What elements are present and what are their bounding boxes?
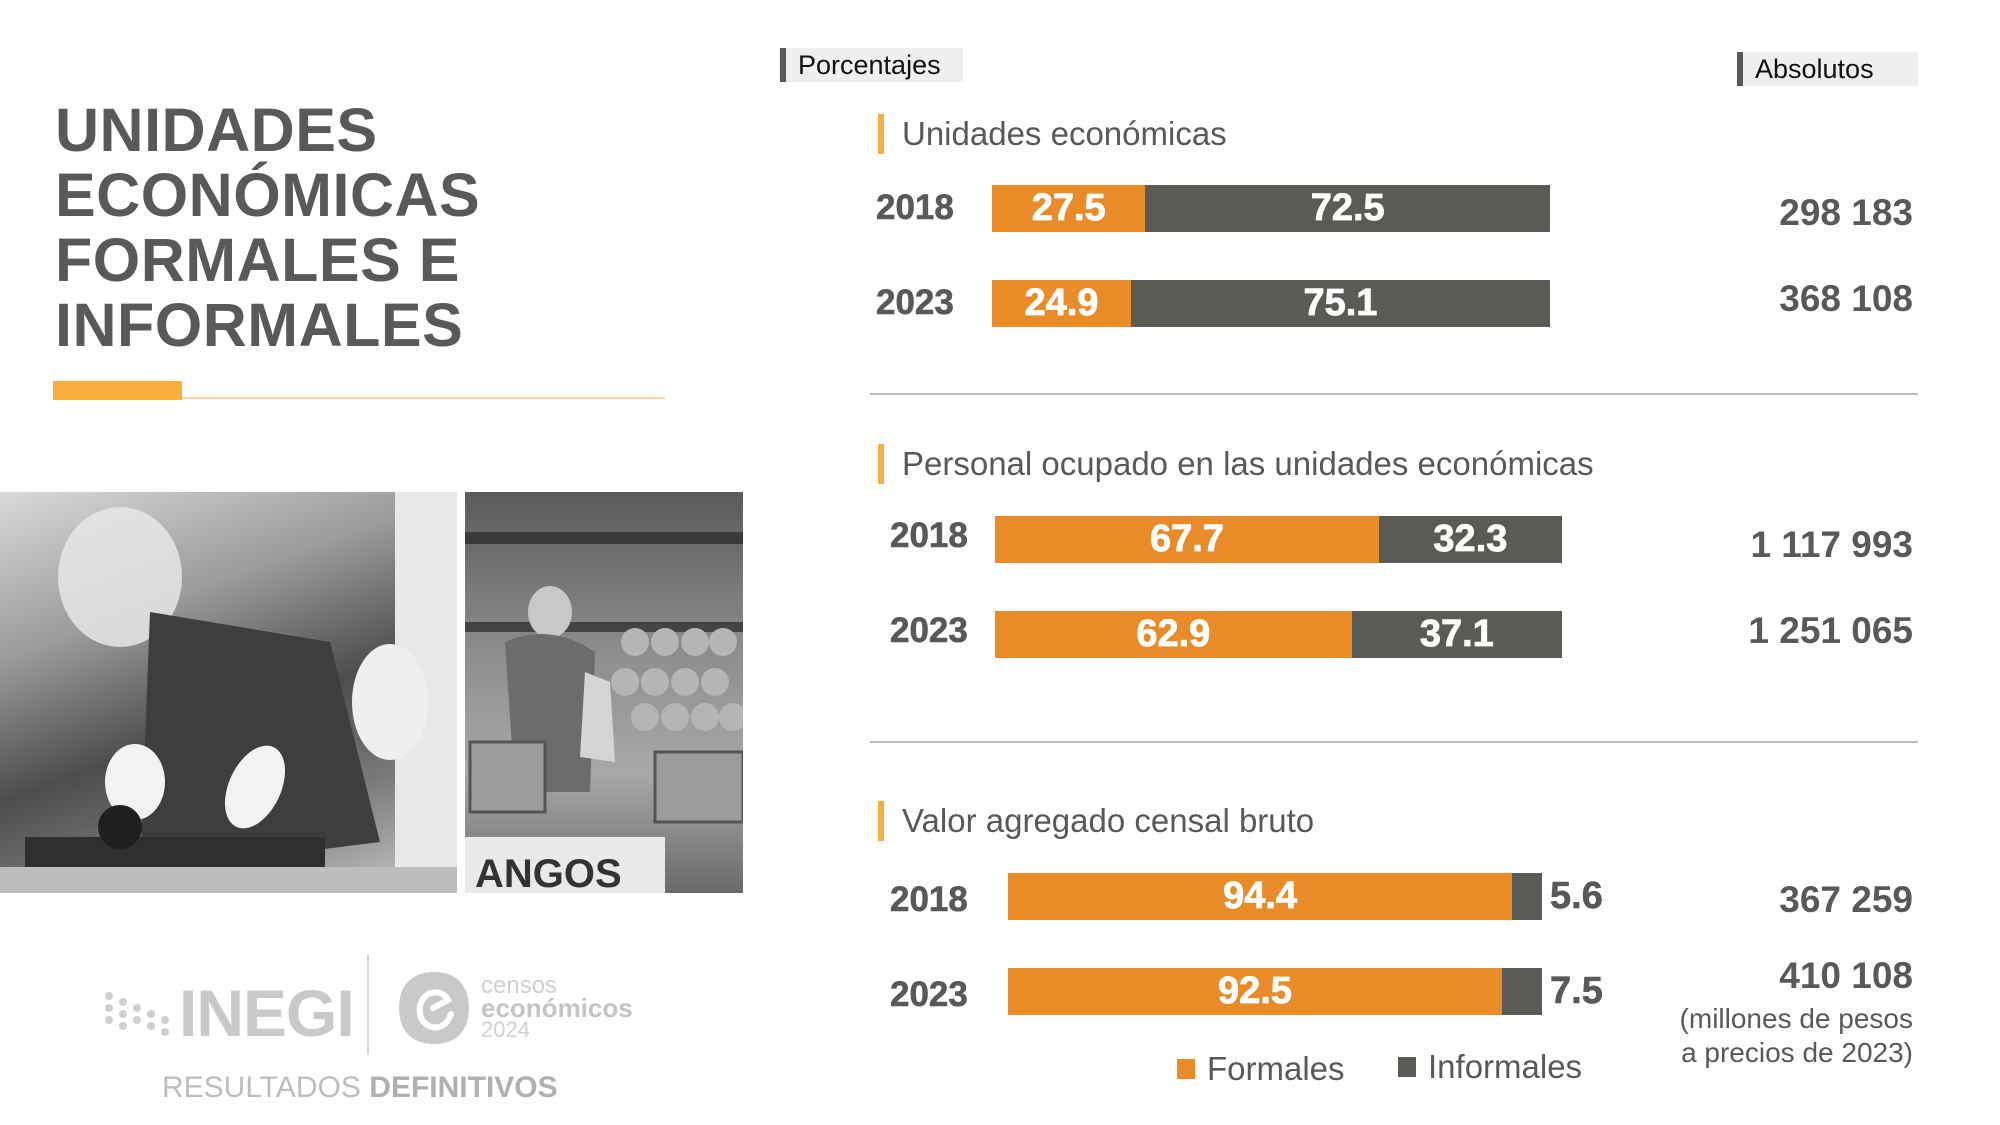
year-label: 2023 bbox=[890, 975, 968, 1015]
stacked-bar: 94.4 5.6 bbox=[1008, 873, 1603, 920]
percentages-label: Porcentajes bbox=[798, 50, 941, 80]
worker-illustration bbox=[0, 492, 457, 893]
title-line: UNIDADES bbox=[55, 96, 378, 164]
legend-label: Informales bbox=[1428, 1048, 1583, 1085]
title-line: INFORMALES bbox=[55, 291, 464, 359]
bar-segment-informales: 37.1 bbox=[1351, 611, 1562, 658]
title-underline bbox=[182, 397, 665, 399]
results-label: RESULTADOS bbox=[162, 1071, 361, 1104]
stacked-bar: 67.7 32.3 bbox=[995, 516, 1562, 563]
stacked-bar: 92.5 7.5 bbox=[1008, 968, 1603, 1015]
stacked-bar: 24.9 75.1 bbox=[992, 280, 1550, 327]
stacked-bar: 27.5 72.5 bbox=[992, 185, 1550, 232]
data-label: 5.6 bbox=[1550, 875, 1603, 918]
worker-photo bbox=[0, 492, 457, 893]
data-label: 92.5 bbox=[1217, 970, 1293, 1013]
data-label: 27.5 bbox=[1031, 187, 1106, 230]
inegi-dots-icon bbox=[105, 992, 169, 1036]
section-divider bbox=[870, 741, 1918, 743]
inegi-logo: INEGI bbox=[103, 975, 355, 1051]
data-label: 94.4 bbox=[1223, 875, 1298, 918]
censos-swirl-icon bbox=[399, 972, 469, 1044]
data-label: 37.1 bbox=[1419, 613, 1494, 656]
censos-line3: 2024 bbox=[481, 1017, 530, 1042]
bar-segment-formales: 67.7 bbox=[995, 516, 1379, 563]
absolute-value: 1 117 993 bbox=[1750, 524, 1913, 565]
units-note-line: (millones de pesos bbox=[1679, 1003, 1913, 1034]
data-label: 75.1 bbox=[1303, 282, 1378, 325]
legend-label: Formales bbox=[1207, 1050, 1345, 1087]
data-label: 72.5 bbox=[1310, 187, 1385, 230]
absolutes-label: Absolutos bbox=[1755, 54, 1874, 84]
title-line: FORMALES E bbox=[55, 226, 460, 294]
inegi-wordmark: INEGI bbox=[179, 976, 355, 1050]
bar-segment-informales: 72.5 bbox=[1145, 185, 1550, 232]
page-title: UNIDADES ECONÓMICAS FORMALES E INFORMALE… bbox=[55, 98, 480, 358]
vendor-illustration: ANGOS bbox=[465, 532, 743, 893]
title-line: ECONÓMICAS bbox=[55, 161, 481, 229]
absolute-value: 298 183 bbox=[1779, 192, 1913, 233]
bar-segment-informales: 32.3 bbox=[1378, 516, 1562, 563]
censos-wordmark: censos económicos 2024 bbox=[481, 972, 633, 1042]
results-caption: RESULTADOS DEFINITIVOS bbox=[162, 1071, 558, 1105]
year-label: 2018 bbox=[890, 880, 968, 920]
units-note: (millones de pesos a precios de 2023) bbox=[1680, 1002, 1913, 1070]
year-label: 2018 bbox=[890, 516, 968, 556]
bar-segment-formales: 24.9 bbox=[992, 280, 1131, 327]
year-label: 2023 bbox=[876, 283, 954, 323]
units-note-line: a precios de 2023) bbox=[1681, 1037, 1913, 1068]
panel-title: Valor agregado censal bruto bbox=[878, 801, 1314, 841]
data-label: 24.9 bbox=[1024, 282, 1099, 325]
percentages-tag: Porcentajes bbox=[780, 48, 963, 82]
bar-segment-informales bbox=[1512, 873, 1542, 920]
absolutes-tag: Absolutos bbox=[1737, 52, 1918, 86]
section-divider bbox=[870, 393, 1918, 395]
legend-formales: Formales bbox=[1177, 1050, 1345, 1088]
bar-segment-formales: 27.5 bbox=[992, 185, 1146, 232]
bar-segment-informales: 75.1 bbox=[1130, 280, 1550, 327]
data-label: 67.7 bbox=[1149, 518, 1225, 561]
title-accent-bar bbox=[53, 381, 182, 400]
absolute-value: 368 108 bbox=[1779, 278, 1913, 319]
year-label: 2018 bbox=[876, 188, 954, 228]
stacked-bar: 62.9 37.1 bbox=[995, 611, 1562, 658]
absolute-value: 410 108 bbox=[1779, 955, 1913, 996]
data-label: 32.3 bbox=[1433, 518, 1508, 561]
panel-title: Unidades económicas bbox=[878, 114, 1227, 154]
bar-segment-formales: 92.5 bbox=[1008, 968, 1502, 1015]
legend-swatch-formales bbox=[1177, 1059, 1195, 1079]
definitive-label: DEFINITIVOS bbox=[369, 1071, 558, 1104]
data-label: 7.5 bbox=[1550, 970, 1603, 1013]
absolute-value: 1 251 065 bbox=[1748, 610, 1913, 651]
legend-informales: Informales bbox=[1398, 1048, 1582, 1086]
bar-segment-informales bbox=[1501, 968, 1542, 1015]
absolute-value: 367 259 bbox=[1779, 879, 1913, 920]
bar-segment-formales: 94.4 bbox=[1008, 873, 1513, 920]
censos-line2: económicos bbox=[481, 993, 633, 1023]
censos-logo: censos económicos 2024 bbox=[395, 968, 633, 1048]
legend-swatch-informales bbox=[1398, 1057, 1416, 1077]
year-label: 2023 bbox=[890, 611, 968, 651]
bar-segment-formales: 62.9 bbox=[995, 611, 1352, 658]
panel-title: Personal ocupado en las unidades económi… bbox=[878, 444, 1594, 484]
censos-line1: censos bbox=[481, 972, 558, 999]
svg-text:ANGOS: ANGOS bbox=[475, 852, 622, 893]
vendor-photo: ANGOS bbox=[465, 492, 743, 893]
data-label: 62.9 bbox=[1136, 613, 1211, 656]
logo-divider bbox=[367, 955, 369, 1055]
